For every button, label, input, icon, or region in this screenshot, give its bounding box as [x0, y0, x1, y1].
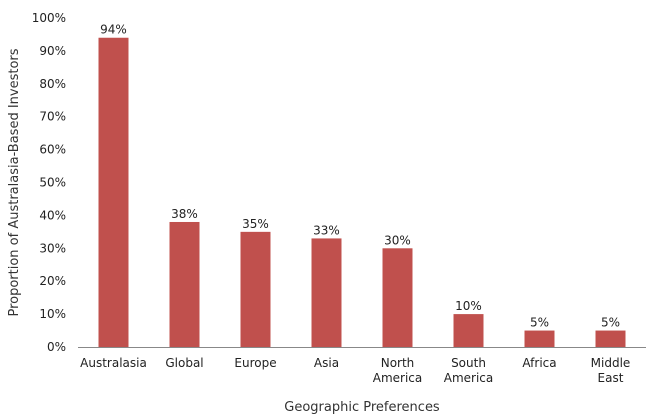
x-tick-label-line: Europe — [234, 356, 276, 370]
y-tick-label: 30% — [39, 241, 66, 255]
x-tick-label: Global — [165, 356, 203, 370]
y-tick-label: 40% — [39, 208, 66, 222]
x-tick-label: Asia — [314, 356, 339, 370]
bars — [98, 37, 626, 348]
x-tick-label-line: South — [451, 356, 486, 370]
x-tick-label: Middle East — [591, 356, 631, 385]
data-label: 33% — [313, 223, 340, 237]
x-tick-label-line: Global — [165, 356, 203, 370]
x-tick-label-line: North — [381, 356, 415, 370]
x-tick-label-line: Middle — [591, 356, 631, 370]
x-tick-label: Australasia — [80, 356, 147, 370]
data-label: 30% — [384, 233, 411, 247]
data-label: 5% — [601, 316, 620, 330]
bar — [382, 248, 413, 347]
bar — [240, 231, 271, 347]
bar — [524, 330, 555, 347]
x-tick-label: North America — [373, 356, 423, 385]
data-label: 10% — [455, 299, 482, 313]
y-tick-label: 60% — [39, 143, 66, 157]
y-tick-label: 80% — [39, 77, 66, 91]
x-tick-label-line: America — [373, 371, 423, 385]
y-tick-label: 50% — [39, 176, 66, 190]
x-axis-title: Geographic Preferences — [284, 400, 440, 415]
x-tick-label: Africa — [522, 356, 556, 370]
data-labels: 94% 38% 35% 33% 30% 10% 5% 5% — [100, 23, 620, 330]
x-tick-label-line: Asia — [314, 356, 339, 370]
bar — [311, 238, 342, 347]
y-tick-label: 70% — [39, 110, 66, 124]
data-label: 5% — [530, 316, 549, 330]
x-tick-label-line: America — [444, 371, 494, 385]
x-tick-label: Europe — [234, 356, 276, 370]
data-label: 35% — [242, 217, 269, 231]
y-tick-label: 90% — [39, 44, 66, 58]
y-tick-label: 0% — [47, 340, 66, 354]
x-axis-labels: Australasia Global Europe Asia North AmericaS… — [80, 356, 630, 385]
y-axis-ticks: 0% 10% 20% 30% 40% 50% 60% 70% 80% 90% 100% — [32, 11, 66, 354]
x-tick-label-line: Australasia — [80, 356, 147, 370]
x-tick-label-line: East — [598, 371, 624, 385]
y-tick-label: 10% — [39, 307, 66, 321]
data-label: 94% — [100, 23, 127, 37]
bar — [453, 314, 484, 347]
data-label: 38% — [171, 207, 198, 221]
y-tick-label: 100% — [32, 11, 66, 25]
bar — [595, 330, 626, 347]
x-tick-label-line: Africa — [522, 356, 556, 370]
y-tick-label: 20% — [39, 274, 66, 288]
y-axis-title: Proportion of Australasia-Based Investor… — [7, 48, 22, 316]
bar — [98, 37, 129, 348]
bar — [169, 221, 200, 347]
x-tick-label: South America — [444, 356, 494, 385]
